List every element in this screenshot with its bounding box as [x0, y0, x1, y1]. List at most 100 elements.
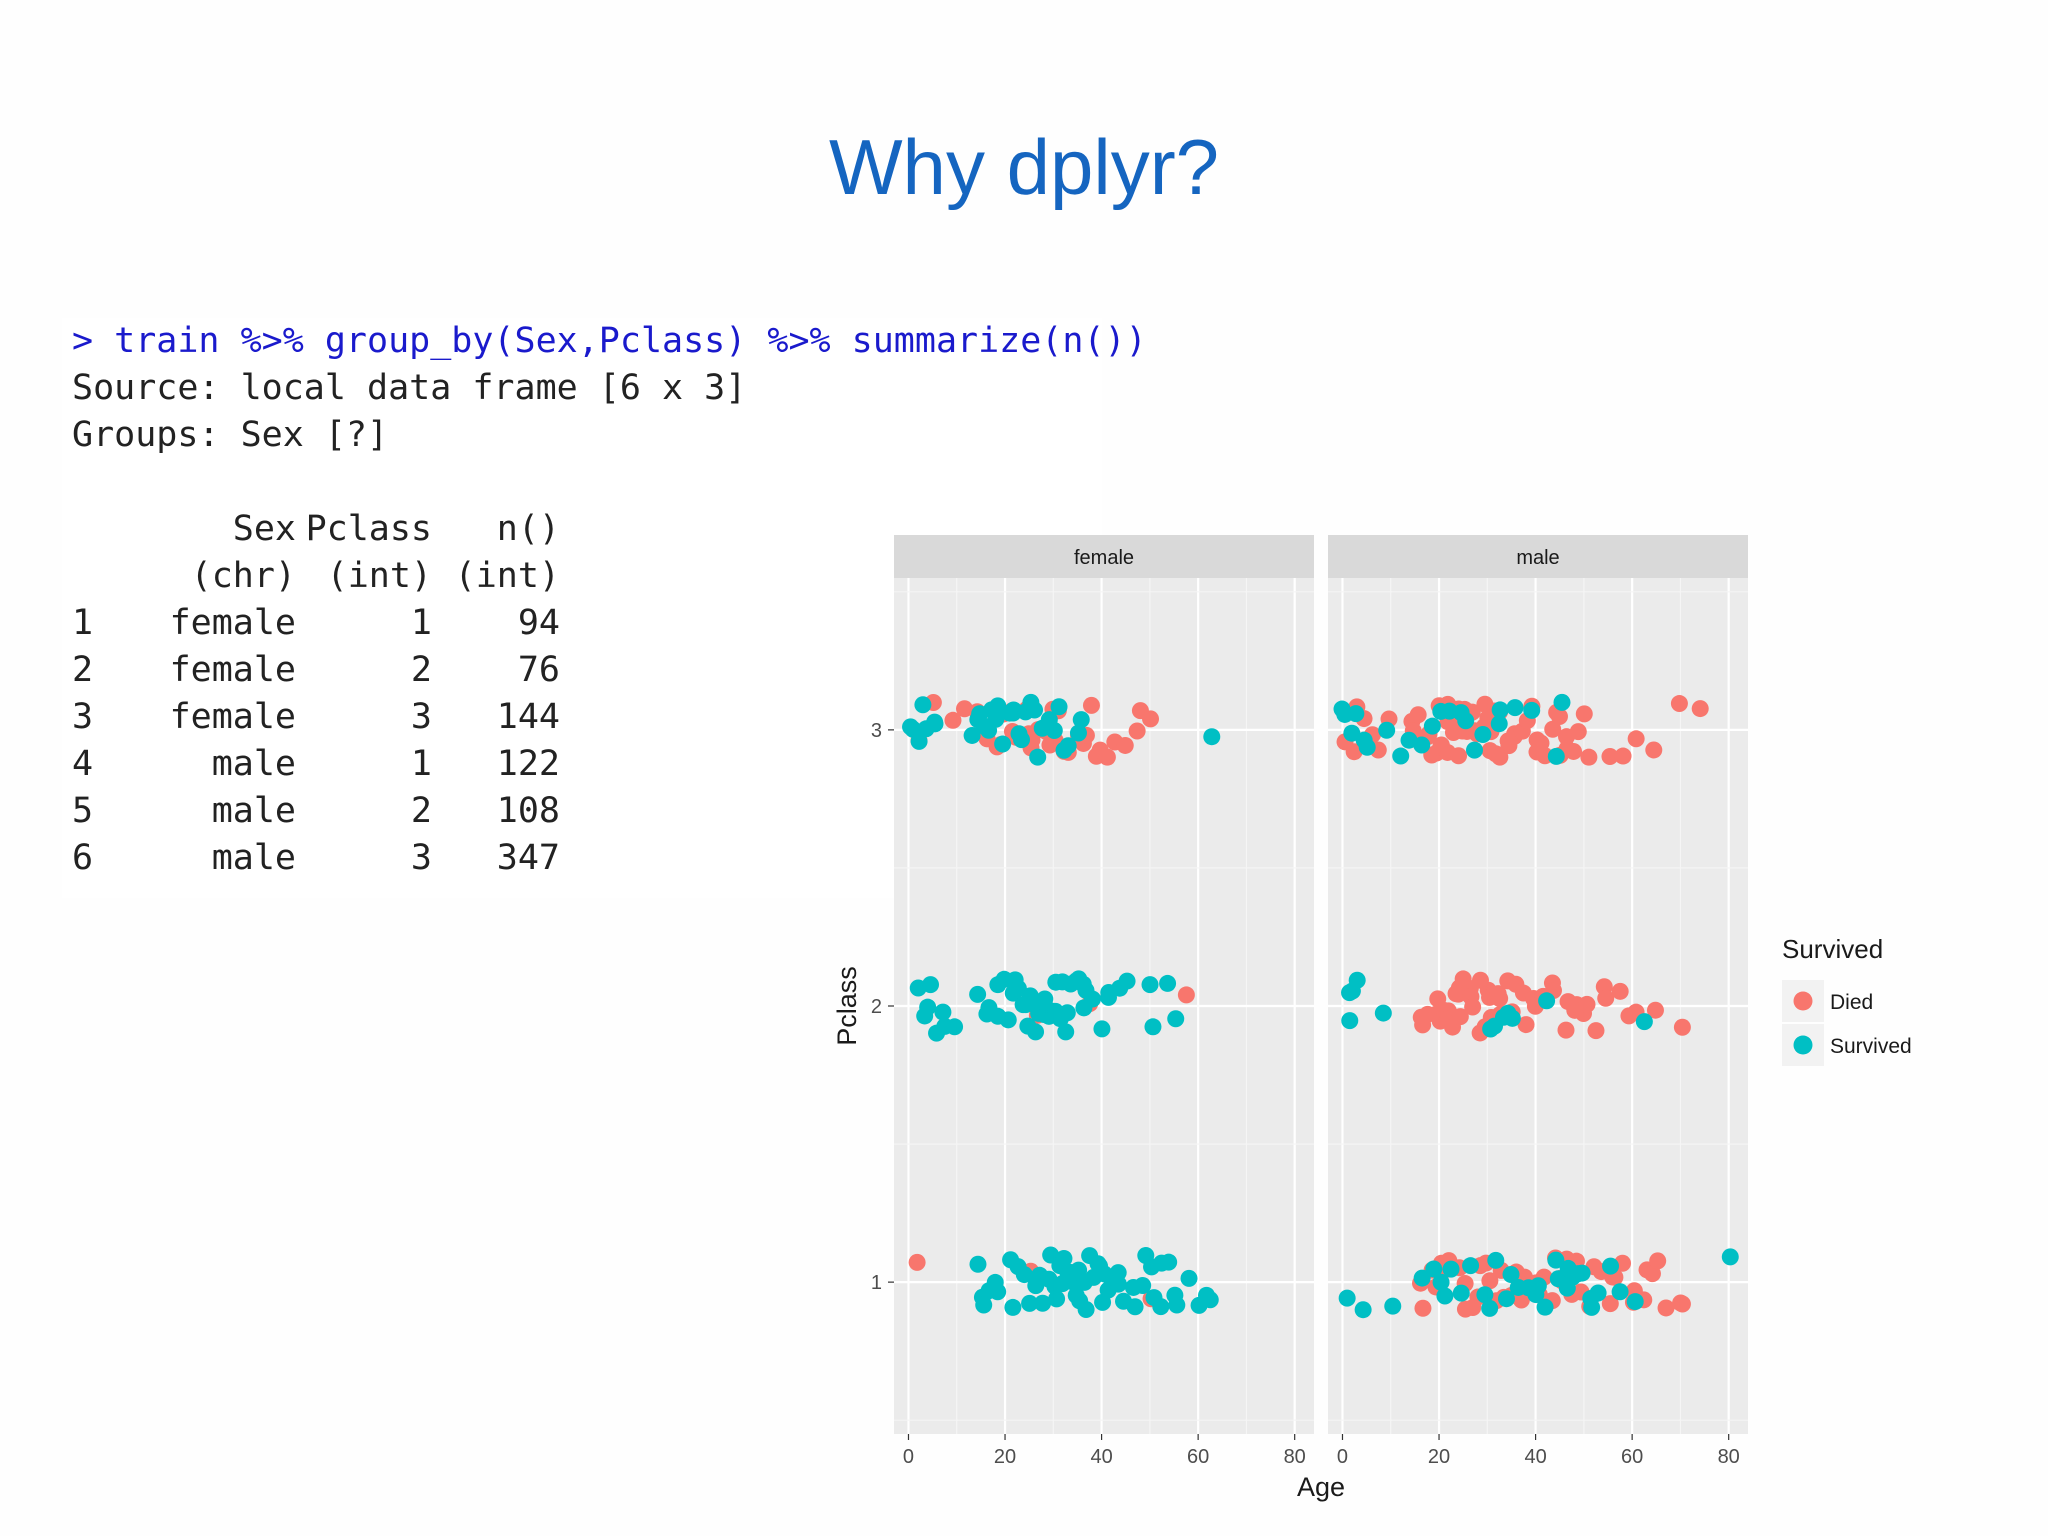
data-point-died [1450, 747, 1468, 765]
data-point-died [956, 700, 974, 718]
data-point-survived [1462, 1257, 1480, 1275]
data-point-survived [1050, 698, 1068, 716]
data-point-survived [1384, 1297, 1402, 1315]
data-point-survived [1503, 1009, 1521, 1027]
data-point-died [1489, 985, 1507, 1003]
legend-label: Survived [1830, 1035, 1912, 1058]
data-point-died [1550, 708, 1568, 726]
col-header-n: n() [496, 509, 560, 549]
data-point-died [1116, 736, 1134, 754]
data-point-died [1649, 1252, 1667, 1270]
data-point-survived [975, 1296, 993, 1314]
data-point-survived [1109, 1264, 1127, 1282]
facet-label: male [1516, 547, 1559, 569]
data-point-survived [1481, 1299, 1499, 1317]
data-point-survived [1180, 1269, 1198, 1287]
data-point-survived [1374, 1004, 1392, 1022]
cell-n: 122 [496, 744, 560, 784]
data-point-died [1544, 720, 1562, 738]
cell-n: 94 [517, 603, 560, 643]
data-point-died [1345, 743, 1363, 761]
legend-title: Survived [1782, 934, 1883, 964]
data-point-survived [1502, 1265, 1520, 1283]
data-point-survived [1589, 1284, 1607, 1302]
data-point-survived [1055, 1249, 1073, 1267]
legend-swatch [1793, 1035, 1813, 1055]
data-point-died [1491, 748, 1509, 766]
data-point-survived [1343, 724, 1361, 742]
data-point-survived [1611, 1283, 1629, 1301]
data-point-survived [934, 1003, 952, 1021]
data-point-survived [1529, 1277, 1547, 1295]
row-index: 2 [72, 650, 94, 690]
data-point-survived [994, 735, 1012, 753]
data-point-died [1481, 1272, 1499, 1290]
cell-sex: male [211, 744, 296, 784]
data-point-survived [1160, 1253, 1178, 1271]
slide-title: Why dplyr? [828, 123, 1220, 211]
x-tick-label: 80 [1284, 1446, 1306, 1468]
data-point-survived [1201, 1291, 1219, 1309]
data-point-survived [1141, 976, 1159, 994]
facet-strip [894, 535, 1314, 578]
data-point-died [1601, 747, 1619, 765]
x-tick-label: 0 [903, 1446, 914, 1468]
data-point-survived [1134, 1277, 1152, 1295]
data-point-survived [1348, 971, 1366, 989]
data-point-survived [1021, 1294, 1039, 1312]
data-point-survived [1015, 1266, 1033, 1284]
data-point-survived [1573, 1264, 1591, 1282]
data-point-died [1646, 1001, 1664, 1019]
x-tick-label: 20 [994, 1446, 1016, 1468]
data-point-died [1657, 1299, 1675, 1317]
data-point-survived [1029, 748, 1047, 766]
cell-n: 108 [496, 791, 560, 831]
data-point-died [1557, 1021, 1575, 1039]
cell-sex: female [169, 603, 296, 643]
data-point-survived [1626, 1293, 1644, 1311]
data-point-survived [1442, 1260, 1460, 1278]
data-point-died [1569, 723, 1587, 741]
data-point-survived [1538, 992, 1556, 1010]
x-tick-label: 60 [1187, 1446, 1209, 1468]
data-point-survived [1487, 1251, 1505, 1269]
row-index: 1 [72, 603, 94, 643]
data-point-survived [1547, 747, 1565, 765]
data-point-survived [1506, 699, 1524, 717]
data-point-survived [1084, 990, 1102, 1008]
data-point-survived [1057, 1023, 1075, 1041]
data-point-survived [1077, 1301, 1095, 1319]
data-point-survived [1583, 1298, 1601, 1316]
data-point-survived [1093, 1020, 1111, 1038]
x-tick-label: 20 [1428, 1446, 1450, 1468]
data-point-survived [1004, 704, 1022, 722]
cell-n: 144 [496, 697, 560, 737]
data-point-survived [1013, 731, 1031, 749]
data-point-died [1645, 741, 1663, 759]
row-index: 6 [72, 838, 94, 878]
data-point-survived [1602, 1257, 1620, 1275]
data-point-survived [1203, 728, 1221, 746]
col-type-sex: (chr) [190, 556, 296, 596]
cell-pclass: 1 [410, 744, 432, 784]
data-point-died [1673, 1295, 1691, 1313]
data-point-died [1128, 722, 1146, 740]
data-point-survived [989, 1283, 1007, 1301]
data-point-survived [1069, 724, 1087, 742]
y-axis-title: Pclass [832, 966, 862, 1046]
data-point-survived [919, 998, 937, 1016]
data-point-survived [946, 1018, 964, 1036]
data-point-survived [1159, 974, 1177, 992]
data-point-died [908, 1253, 926, 1271]
legend-swatch [1793, 991, 1813, 1011]
data-point-survived [1553, 693, 1571, 711]
x-tick-label: 60 [1621, 1446, 1643, 1468]
data-point-survived [969, 1255, 987, 1273]
data-point-survived [963, 726, 981, 744]
data-point-died [1451, 1008, 1469, 1026]
data-point-died [1601, 1295, 1619, 1313]
data-point-survived [1523, 701, 1541, 719]
data-point-died [1409, 706, 1427, 724]
row-index: 5 [72, 791, 94, 831]
